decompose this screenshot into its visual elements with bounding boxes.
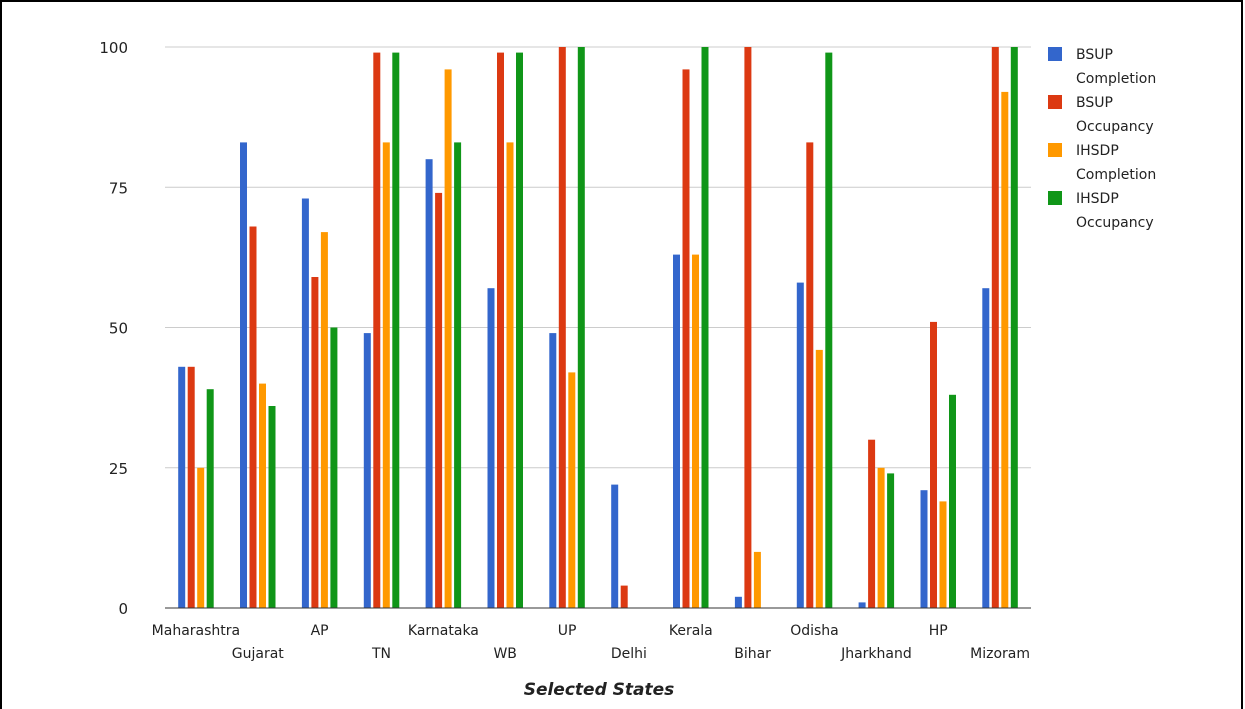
bar-ihsdp-completion-wb bbox=[506, 142, 514, 608]
bar-bsup-completion-delhi bbox=[611, 484, 619, 608]
bar-ihsdp-completion-gujarat bbox=[259, 383, 266, 608]
y-tick-label: 0 bbox=[118, 600, 128, 618]
gridlines bbox=[165, 46, 1031, 469]
bar-bsup-occupancy-tn bbox=[373, 52, 381, 609]
x-category-label: Gujarat bbox=[232, 646, 285, 662]
bar-bsup-completion-odisha bbox=[796, 282, 804, 608]
legend: BSUP Completion BSUP Occupancy IHSDP Completi… bbox=[1048, 47, 1156, 231]
bar-bsup-occupancy-hp bbox=[930, 321, 937, 608]
y-tick-label: 50 bbox=[109, 320, 128, 338]
bar-bsup-completion-bihar bbox=[734, 596, 742, 608]
legend-swatch bbox=[1048, 47, 1062, 61]
bar-ihsdp-occupancy-maharashtra bbox=[206, 389, 214, 608]
bar-bsup-occupancy-up bbox=[558, 47, 566, 608]
bar-ihsdp-completion-jharkhand bbox=[877, 467, 885, 609]
bar-ihsdp-occupancy-kerala bbox=[701, 47, 709, 608]
bar-bsup-completion-tn bbox=[363, 333, 371, 608]
legend-label-line2: Completion bbox=[1076, 71, 1156, 87]
bar-bsup-occupancy-jharkhand bbox=[868, 439, 876, 608]
x-category-label: Jharkhand bbox=[840, 646, 912, 662]
legend-label-line2: Completion bbox=[1076, 167, 1156, 183]
bar-ihsdp-completion-bihar bbox=[753, 551, 761, 608]
bar-ihsdp-occupancy-odisha bbox=[825, 52, 833, 609]
x-axis-title: Selected States bbox=[524, 680, 675, 700]
bar-ihsdp-occupancy-tn bbox=[392, 52, 400, 609]
bars bbox=[178, 47, 1018, 609]
x-category-label: AP bbox=[311, 623, 329, 639]
x-category-label: Karnataka bbox=[408, 623, 479, 639]
bar-ihsdp-occupancy-ap bbox=[330, 327, 338, 608]
legend-swatch bbox=[1048, 191, 1062, 205]
bar-ihsdp-completion-karnataka bbox=[444, 69, 452, 608]
legend-label-line1: BSUP bbox=[1076, 47, 1113, 63]
x-category-label: WB bbox=[493, 646, 516, 662]
bar-ihsdp-occupancy-jharkhand bbox=[887, 473, 895, 608]
bar-ihsdp-completion-up bbox=[568, 372, 576, 608]
x-category-label: Delhi bbox=[611, 646, 647, 662]
bar-bsup-occupancy-mizoram bbox=[991, 47, 999, 608]
bar-ihsdp-occupancy-karnataka bbox=[454, 142, 462, 608]
bar-bsup-completion-ap bbox=[301, 198, 309, 608]
bar-bsup-completion-jharkhand bbox=[858, 602, 866, 608]
x-category-label: Bihar bbox=[734, 646, 771, 662]
bar-bsup-occupancy-maharashtra bbox=[187, 366, 195, 608]
x-category-label: Kerala bbox=[669, 623, 713, 639]
bar-bsup-occupancy-gujarat bbox=[249, 226, 257, 608]
legend-label-line1: IHSDP bbox=[1076, 143, 1119, 159]
bar-ihsdp-occupancy-wb bbox=[516, 52, 523, 609]
bar-ihsdp-completion-maharashtra bbox=[197, 467, 205, 609]
bar-bsup-completion-maharashtra bbox=[178, 366, 186, 608]
legend-label-line1: BSUP bbox=[1076, 95, 1113, 111]
bar-ihsdp-completion-tn bbox=[382, 142, 390, 608]
bar-bsup-occupancy-ap bbox=[311, 277, 319, 608]
bar-ihsdp-completion-kerala bbox=[692, 254, 699, 608]
bar-bsup-occupancy-wb bbox=[497, 52, 504, 609]
bar-bsup-occupancy-odisha bbox=[806, 142, 814, 608]
bar-bsup-completion-hp bbox=[920, 490, 928, 608]
legend-swatch bbox=[1048, 95, 1062, 109]
bar-ihsdp-completion-odisha bbox=[815, 349, 823, 608]
bar-bsup-occupancy-delhi bbox=[620, 585, 628, 608]
bar-bsup-occupancy-bihar bbox=[744, 47, 752, 608]
x-axis-categories: Maharashtra Gujarat AP TN Karnataka WB UP Delhi… bbox=[152, 623, 1030, 662]
bar-ihsdp-completion-hp bbox=[939, 501, 947, 608]
legend-label-line2: Occupancy bbox=[1076, 215, 1154, 231]
y-tick-label: 75 bbox=[109, 179, 128, 197]
bar-ihsdp-occupancy-up bbox=[577, 47, 585, 608]
bar-bsup-occupancy-karnataka bbox=[435, 192, 443, 608]
bar-bsup-completion-up bbox=[549, 333, 557, 608]
bar-ihsdp-completion-ap bbox=[320, 232, 328, 608]
bar-ihsdp-occupancy-hp bbox=[949, 394, 956, 608]
bar-ihsdp-occupancy-mizoram bbox=[1010, 47, 1018, 608]
x-category-label: Maharashtra bbox=[152, 623, 240, 639]
bar-bsup-completion-wb bbox=[487, 288, 495, 608]
bar-bsup-completion-mizoram bbox=[982, 288, 990, 608]
bar-bsup-completion-karnataka bbox=[425, 159, 433, 608]
y-axis-ticks: 0 25 50 75 100 bbox=[99, 39, 128, 618]
y-tick-label: 100 bbox=[99, 39, 128, 57]
x-category-label: Odisha bbox=[790, 623, 839, 639]
x-category-label: TN bbox=[371, 646, 391, 662]
x-category-label: HP bbox=[929, 623, 948, 639]
x-category-label: UP bbox=[558, 623, 577, 639]
legend-label-line2: Occupancy bbox=[1076, 119, 1154, 135]
legend-swatch bbox=[1048, 143, 1062, 157]
legend-label-line1: IHSDP bbox=[1076, 191, 1119, 207]
bar-bsup-occupancy-kerala bbox=[682, 69, 690, 608]
x-category-label: Mizoram bbox=[970, 646, 1030, 662]
bar-ihsdp-occupancy-gujarat bbox=[268, 406, 276, 608]
y-tick-label: 25 bbox=[109, 460, 128, 478]
bar-bsup-completion-gujarat bbox=[240, 142, 247, 608]
bar-ihsdp-completion-mizoram bbox=[1001, 91, 1009, 608]
bar-bsup-completion-kerala bbox=[673, 254, 680, 608]
